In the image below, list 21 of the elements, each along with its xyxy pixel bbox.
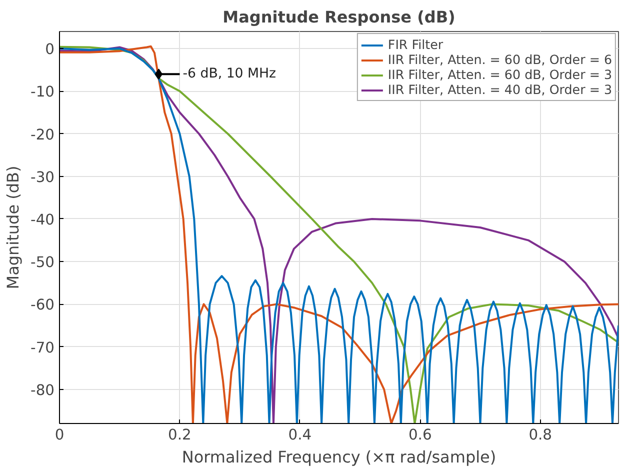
legend-label: IIR Filter, Atten. = 40 dB, Order = 3 [388,82,612,97]
y-tick-label: 0 [45,41,55,58]
y-tick-label: -70 [30,339,55,356]
y-tick-label: -30 [30,168,55,186]
y-axis-title: Magnitude (dB) [4,166,23,290]
x-tick-label: 0.2 [168,426,192,444]
y-tick-label: -60 [30,296,55,314]
x-tick-label: 0.8 [528,426,552,444]
legend-label: IIR Filter, Atten. = 60 dB, Order = 3 [388,67,612,82]
chart-title: Magnitude Response (dB) [222,8,456,26]
y-tick-label: -50 [30,254,55,272]
annotation: -6 dB, 10 MHz [182,66,276,82]
x-tick-label: 0.6 [408,426,432,444]
legend-label: IIR Filter, Atten. = 60 dB, Order = 6 [388,52,612,67]
legend-label: FIR Filter [388,37,444,52]
y-tick-label: -10 [30,84,55,101]
y-tick-label: -80 [30,382,55,399]
y-tick-label: -40 [30,211,55,228]
y-tick-label: -20 [30,126,55,144]
x-axis-title: Normalized Frequency (×π rad/sample) [182,448,496,466]
x-tick-label: 0.4 [288,426,312,444]
